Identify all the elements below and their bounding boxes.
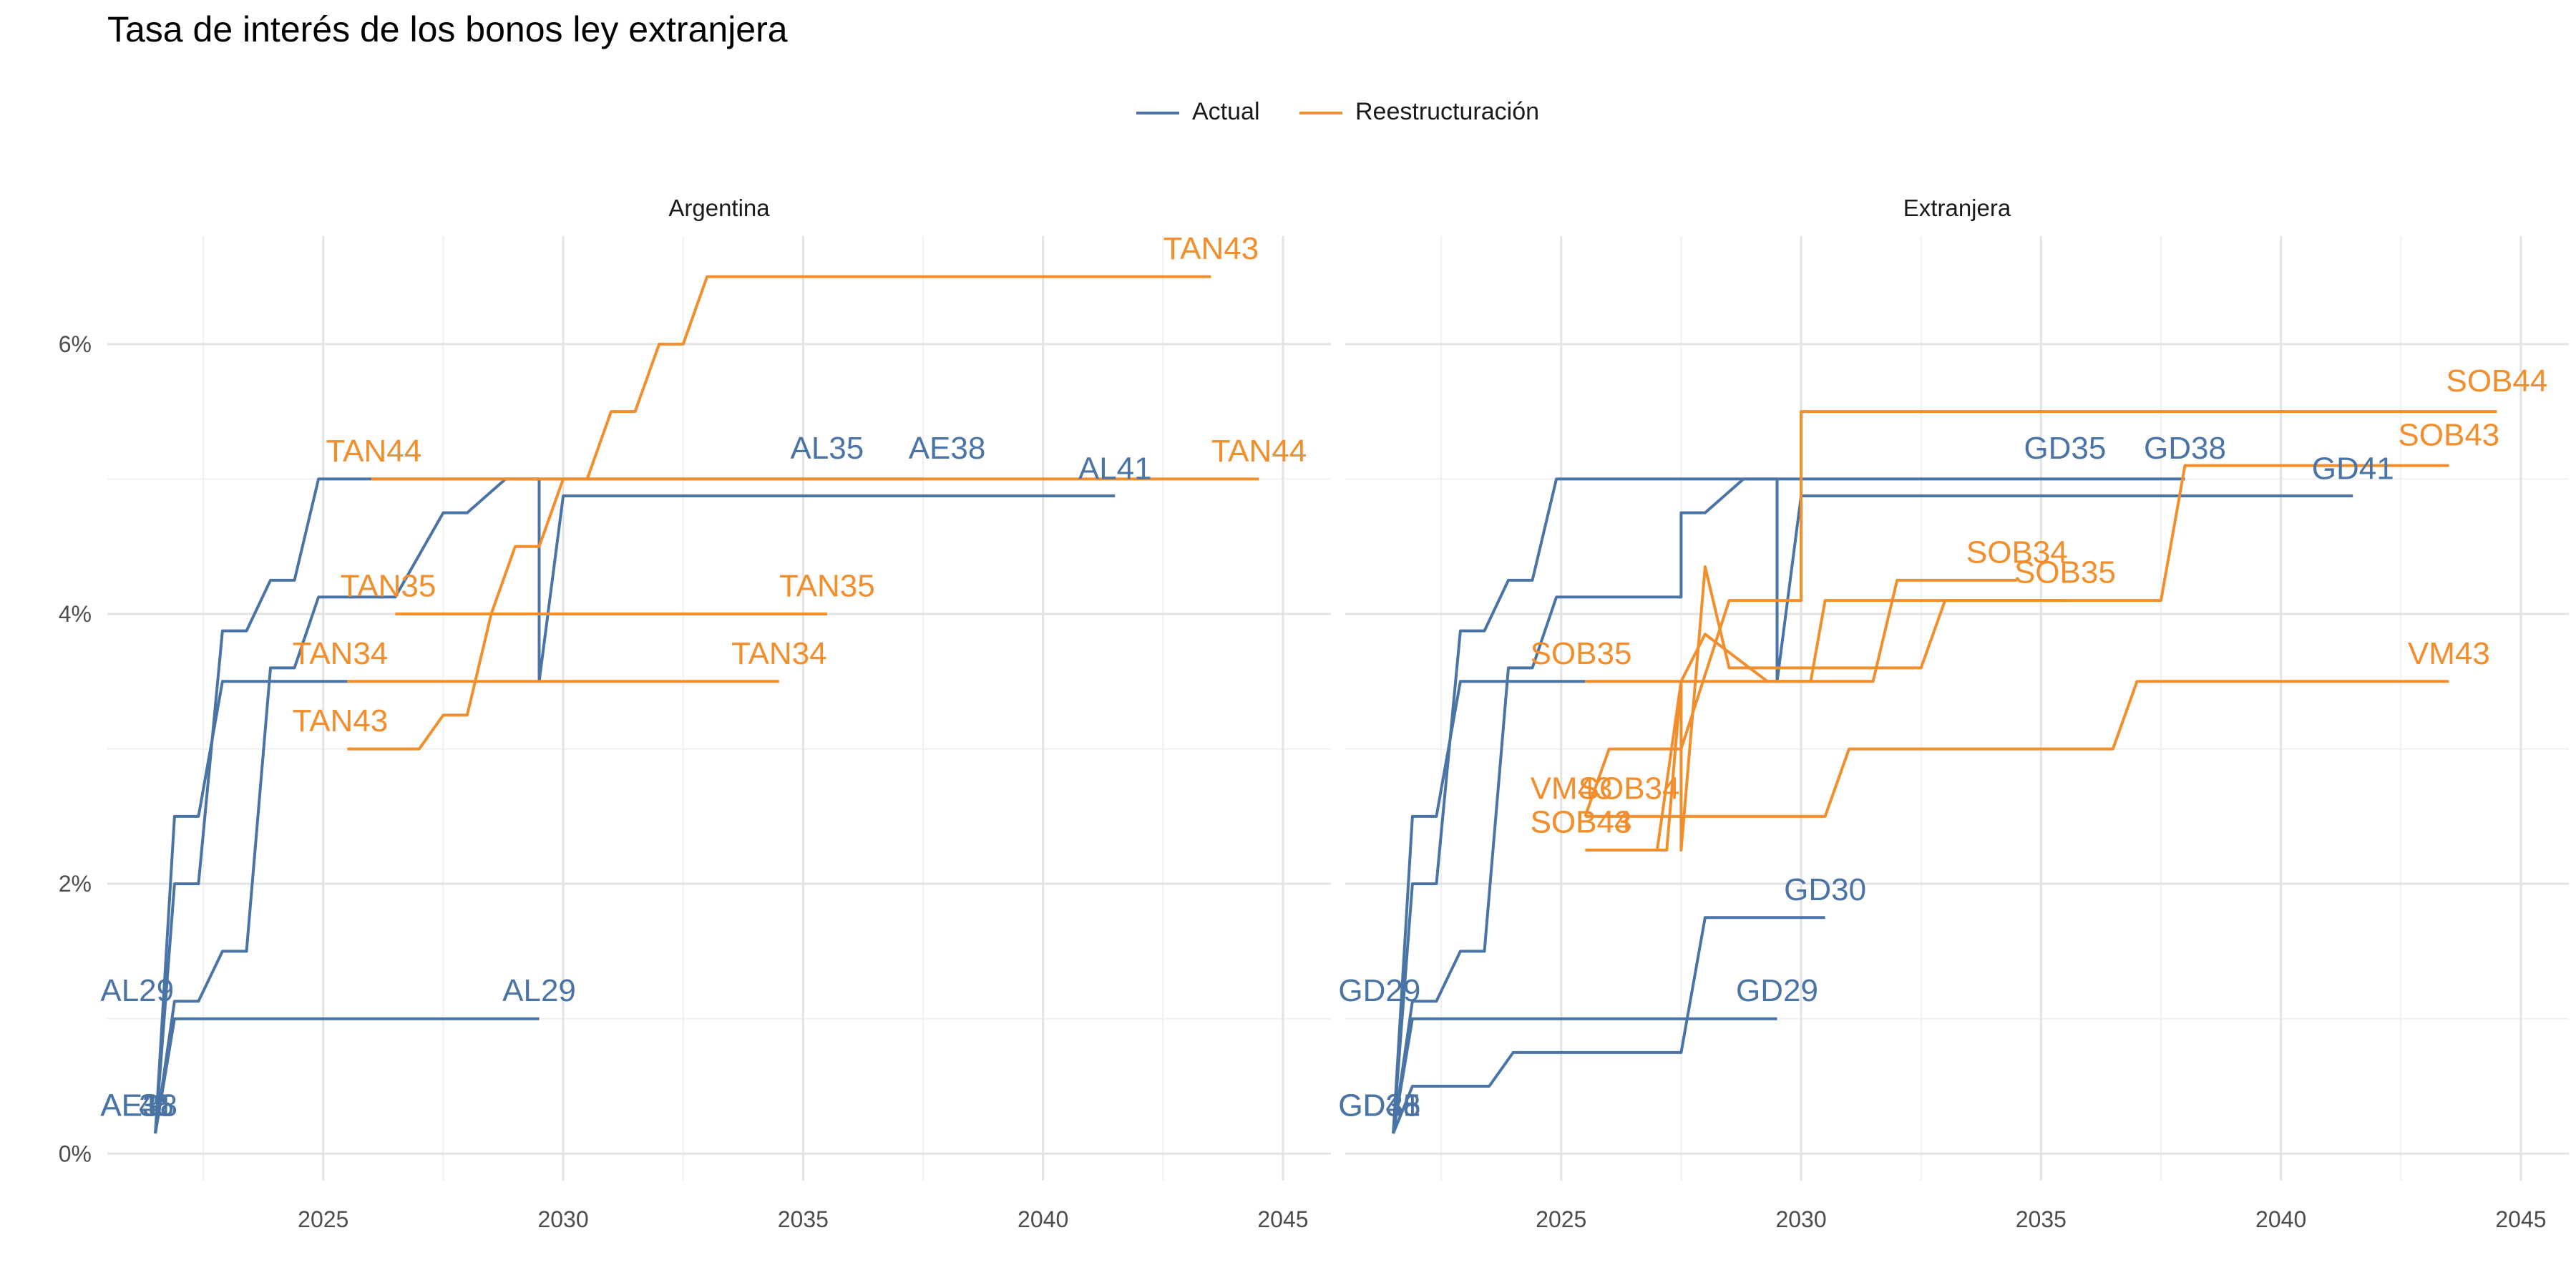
data-label: TAN35 bbox=[779, 568, 875, 603]
data-label: SOB34 bbox=[1579, 771, 1680, 806]
data-label: TAN43 bbox=[1163, 231, 1259, 266]
data-label: GD30 bbox=[1784, 872, 1866, 907]
legend-label-actual: Actual bbox=[1192, 98, 1260, 125]
data-label: SOB44 bbox=[2446, 364, 2547, 399]
data-label: GD29 bbox=[1736, 973, 1818, 1008]
data-label: VM43 bbox=[1531, 771, 1613, 806]
data-label: GD41 bbox=[2312, 451, 2394, 486]
data-label: SOB43 bbox=[1531, 804, 1632, 839]
series-line-actual bbox=[1392, 1017, 1777, 1134]
data-label: GD35 bbox=[2024, 431, 2106, 466]
series-line-actual bbox=[154, 680, 348, 1134]
series-line-actual bbox=[1392, 477, 2353, 1134]
x-tick-label: 2045 bbox=[2495, 1206, 2546, 1232]
data-label: GD41 bbox=[1338, 1088, 1420, 1123]
legend-key-reestructuracion bbox=[1299, 112, 1342, 114]
series-line-actual bbox=[1392, 680, 1586, 1134]
data-label: AL29 bbox=[502, 973, 576, 1008]
data-label: GD38 bbox=[1338, 1088, 1420, 1123]
y-tick-label: 2% bbox=[59, 871, 92, 897]
y-tick-label: 0% bbox=[59, 1141, 92, 1166]
series-line-reestructuracion bbox=[347, 275, 1211, 751]
y-tick-label: 6% bbox=[59, 331, 92, 357]
data-label: GD35 bbox=[1338, 1088, 1420, 1123]
x-tick-label: 2025 bbox=[298, 1206, 348, 1232]
data-label: TAN34 bbox=[293, 636, 389, 671]
series-line-reestructuracion bbox=[1585, 578, 2017, 683]
series-line-actual bbox=[1392, 916, 1825, 1134]
data-label: SOB43 bbox=[2398, 417, 2499, 452]
x-tick-label: 2030 bbox=[1775, 1206, 1826, 1232]
data-label: AL41 bbox=[1078, 451, 1152, 486]
series-line-reestructuracion bbox=[1585, 680, 2449, 818]
legend-key-actual bbox=[1136, 112, 1179, 114]
data-label: AL29 bbox=[100, 973, 174, 1008]
y-tick-label: 4% bbox=[59, 601, 92, 627]
data-label: TAN43 bbox=[293, 703, 389, 738]
x-tick-label: 2030 bbox=[537, 1206, 588, 1232]
x-tick-label: 2045 bbox=[1257, 1206, 1308, 1232]
data-label: AL35 bbox=[100, 1088, 174, 1123]
series-line-actual bbox=[154, 477, 923, 1134]
data-label: SOB35 bbox=[2014, 555, 2116, 590]
panel-title-extranjera: Extranjera bbox=[1903, 195, 2011, 221]
series-line-reestructuracion bbox=[1584, 410, 2497, 817]
data-label: SOB34 bbox=[1966, 535, 2068, 570]
series-line-actual bbox=[154, 1017, 540, 1134]
data-label: SOB35 bbox=[1531, 636, 1632, 671]
data-label: TAN34 bbox=[731, 636, 827, 671]
data-label: AL35 bbox=[790, 431, 864, 466]
data-label: AE38 bbox=[909, 431, 986, 466]
x-tick-label: 2040 bbox=[2255, 1206, 2306, 1232]
panel-title-argentina: Argentina bbox=[668, 195, 770, 221]
legend-label-reestructuracion: Reestructuración bbox=[1355, 98, 1540, 125]
legend: Actual Reestructuración bbox=[0, 95, 2576, 131]
data-label: GD29 bbox=[1338, 973, 1420, 1008]
series-line-actual bbox=[154, 477, 1116, 1134]
data-label: AE38 bbox=[100, 1088, 177, 1123]
data-label: AL41 bbox=[100, 1088, 174, 1123]
x-tick-label: 2035 bbox=[778, 1206, 829, 1232]
x-tick-label: 2035 bbox=[2016, 1206, 2067, 1232]
data-label: TAN44 bbox=[1211, 434, 1307, 469]
series-line-reestructuracion bbox=[1633, 599, 2065, 852]
series-line-reestructuracion bbox=[1585, 464, 2449, 852]
data-label: VM43 bbox=[2408, 636, 2490, 671]
x-tick-label: 2025 bbox=[1536, 1206, 1586, 1232]
data-label: SOB44 bbox=[1531, 804, 1632, 839]
series-line-actual bbox=[1392, 477, 2185, 1134]
data-label: GD38 bbox=[2144, 431, 2226, 466]
x-tick-label: 2040 bbox=[1018, 1206, 1068, 1232]
data-label: TAN35 bbox=[341, 568, 436, 603]
chart-title: Tasa de interés de los bonos ley extranj… bbox=[107, 9, 788, 49]
data-label: TAN44 bbox=[326, 434, 422, 469]
